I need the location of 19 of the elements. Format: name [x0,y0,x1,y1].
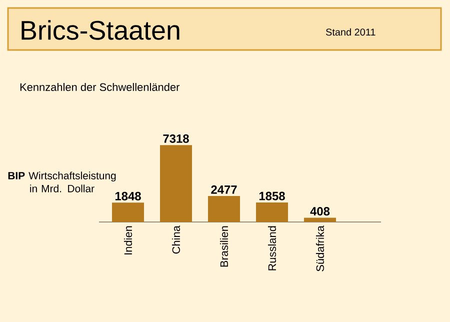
x-tick-label: China [172,226,180,254]
chart-subtitle: Kennzahlen der Schwellenländer [20,82,180,92]
bar [256,202,288,222]
x-tick-label: Russland [268,226,276,270]
data-label: 2477 [211,185,237,194]
x-tick-label: Indien [124,226,132,254]
bar [208,196,240,222]
data-label: 1858 [259,192,285,200]
y-axis-title: BIP Wirtschaftsleistung in Mrd. Dollar [8,172,116,192]
data-label: 7318 [163,134,189,143]
data-label: 408 [310,207,330,216]
x-tick-label: Südafrika [316,226,324,272]
chart-title: Brics-Staaten [22,20,180,40]
data-label: 1848 [115,192,141,200]
x-tick-label: Brasilien [220,226,228,267]
bar [160,145,192,222]
bar [304,218,336,222]
text: Stand 2011 [326,28,376,36]
bar [112,202,144,222]
